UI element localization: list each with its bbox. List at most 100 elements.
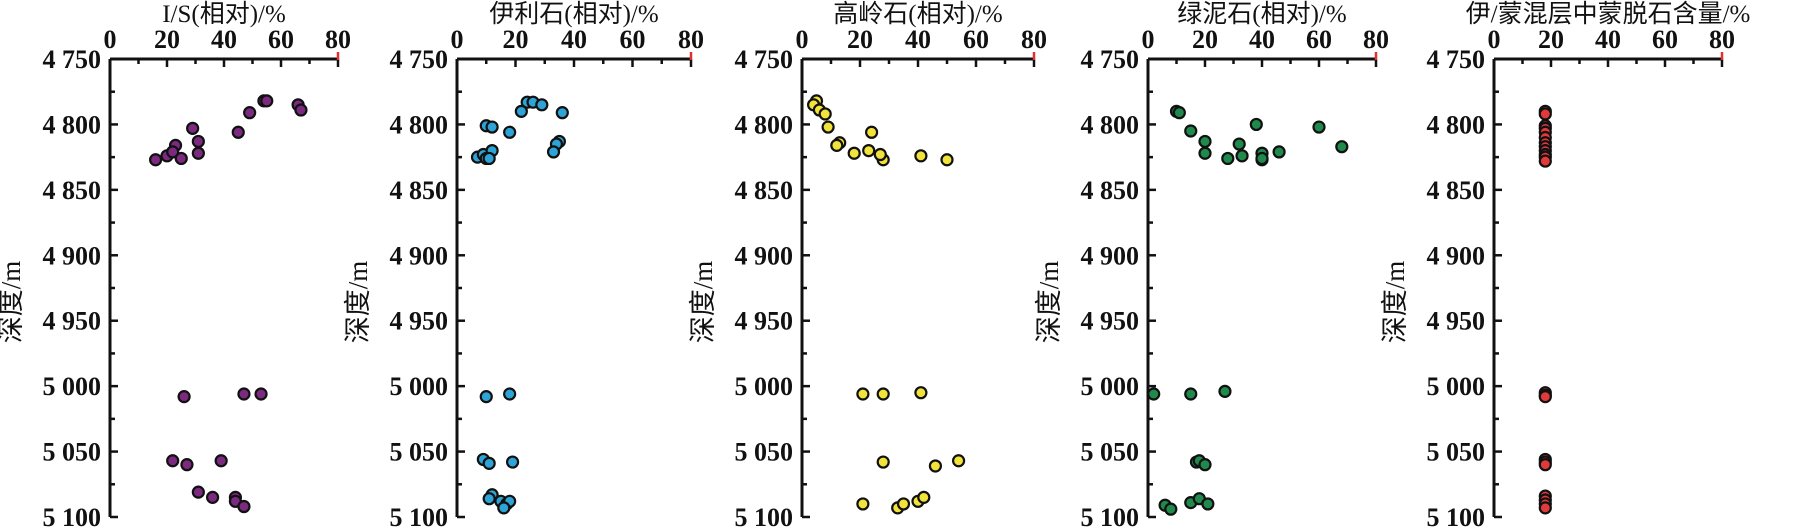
- panel-5-x-tick-label: 60: [1652, 25, 1678, 54]
- panel-2-data-point: [555, 106, 569, 120]
- panel-4-x-tick-label: 20: [1192, 25, 1218, 54]
- panel-3-y-tick-label: 4 900: [735, 241, 794, 270]
- panel-2-y-axis-label: 深度/m: [343, 261, 373, 344]
- panel-2-x-tick-label: 80: [678, 25, 704, 54]
- panel-4-y-tick-label: 5 050: [1081, 438, 1140, 467]
- panel-3-x-tick-label: 80: [1021, 25, 1047, 54]
- panel-3-data-point: [896, 497, 911, 511]
- panel-1-data-point: [206, 490, 220, 504]
- panel-4-y-axis-label: 深度/m: [1034, 261, 1064, 344]
- panel-5-data-point: [1538, 458, 1552, 472]
- panel-5-data-point: [1538, 390, 1552, 404]
- panel-3-data-point: [830, 138, 844, 152]
- panel-1-x-tick-label: 60: [268, 25, 294, 54]
- panel-5-y-tick-label: 5 100: [1427, 503, 1486, 527]
- panel-4-y-tick-label: 4 800: [1081, 110, 1140, 139]
- panel-1-x-tick-label: 0: [104, 25, 117, 54]
- panel-1-data-point: [149, 153, 163, 167]
- panel-1-data-point: [191, 146, 205, 160]
- panel-2-data-point: [503, 387, 517, 401]
- panel-1-y-tick-label: 4 900: [43, 241, 102, 270]
- panel-3-x-tick-label: 40: [905, 25, 931, 54]
- panel-3-data-point: [856, 497, 870, 511]
- panel-4-y-tick-label: 4 900: [1081, 241, 1140, 270]
- panel-5-y-tick-label: 4 750: [1427, 45, 1486, 74]
- panel-3-y-tick-label: 4 850: [735, 176, 794, 205]
- panel-4-data-point: [1184, 387, 1198, 401]
- panel-4-y-tick-label: 4 750: [1081, 45, 1140, 74]
- panel-1-y-tick-label: 4 750: [43, 45, 102, 74]
- panel-1-data-point: [237, 499, 251, 514]
- panel-4-data-point: [1221, 151, 1235, 166]
- panel-3-y-tick-label: 5 050: [735, 438, 794, 467]
- panel-3-data-point: [847, 146, 861, 160]
- panel-1-y-tick-label: 4 800: [43, 110, 102, 139]
- panel-4-x-tick-label: 60: [1306, 25, 1332, 54]
- panel-2-data-point: [505, 455, 520, 469]
- panel-5-title: 伊/蒙混层中蒙脱石含量/%: [1466, 0, 1751, 28]
- panel-4-data-point: [1147, 387, 1161, 401]
- panel-4-data-point: [1198, 146, 1212, 160]
- panel-3-data-point: [873, 147, 887, 162]
- panel-3-data-point: [856, 387, 870, 401]
- panel-4-y-tick-label: 5 000: [1081, 372, 1140, 401]
- panel-3-data-point: [914, 149, 928, 163]
- panel-3-y-tick-label: 4 800: [735, 110, 794, 139]
- panel-3-data-point: [914, 386, 928, 400]
- panel-5-y-tick-label: 4 950: [1427, 307, 1486, 336]
- panel-1-data-point: [254, 387, 268, 401]
- panel-4-title: 绿泥石(相对)/%: [1177, 0, 1346, 28]
- panel-2-data-point: [482, 151, 496, 166]
- panel-3-data-point: [876, 387, 890, 401]
- panel-4-x-tick-label: 0: [1142, 25, 1155, 54]
- panel-1-y-tick-label: 4 950: [43, 307, 102, 336]
- panel-4-data-point: [1335, 140, 1349, 154]
- panel-4-data-point: [1184, 124, 1198, 138]
- panel-4-data-point: [1172, 106, 1186, 120]
- panel-3-y-tick-label: 4 750: [735, 45, 794, 74]
- panel-3-y-axis-label: 深度/m: [688, 261, 718, 344]
- panel-2-x-tick-label: 20: [503, 25, 529, 54]
- panel-4-x-tick-label: 80: [1363, 25, 1389, 54]
- panel-2-y-tick-label: 4 850: [390, 176, 449, 205]
- panel-1-data-point: [214, 454, 228, 468]
- panel-4-data-point: [1232, 137, 1246, 151]
- panel-4-y-tick-label: 4 950: [1081, 307, 1140, 336]
- panel-1-data-point: [243, 106, 257, 120]
- panel-3-data-point: [864, 125, 879, 139]
- panel-5-y-axis-label: 深度/m: [1380, 261, 1410, 344]
- panel-4-data-point: [1201, 497, 1215, 511]
- panel-2-data-point: [535, 98, 549, 112]
- panel-3-y-tick-label: 5 000: [735, 372, 794, 401]
- panel-1-data-point: [177, 390, 191, 404]
- panel-3-x-tick-label: 0: [796, 25, 809, 54]
- panel-2-y-tick-label: 4 900: [390, 241, 449, 270]
- panel-2-data-point: [482, 492, 496, 506]
- panel-1-data-point: [174, 151, 188, 166]
- panel-3-data-point: [917, 490, 931, 504]
- panel-4-data-point: [1198, 134, 1212, 149]
- panel-5-y-tick-label: 4 850: [1427, 176, 1486, 205]
- panel-4-data-point: [1218, 384, 1232, 398]
- panel-3-y-tick-label: 5 100: [735, 503, 794, 527]
- panel-5-x-tick-label: 40: [1595, 25, 1621, 54]
- panel-4-x-tick-label: 40: [1249, 25, 1275, 54]
- panel-2-x-tick-label: 40: [561, 25, 587, 54]
- panel-5-x-tick-label: 20: [1538, 25, 1564, 54]
- panel-4-data-point: [1164, 502, 1178, 516]
- panel-2-title: 伊利石(相对)/%: [489, 0, 658, 28]
- panel-1-data-point: [180, 458, 194, 472]
- panel-1-x-tick-label: 80: [325, 25, 351, 54]
- panel-1-data-point: [186, 121, 200, 135]
- panel-3-data-point: [940, 153, 954, 167]
- panel-3-data-point: [928, 459, 943, 473]
- panel-2-x-tick-label: 60: [620, 25, 646, 54]
- panel-1-data-point: [191, 485, 205, 499]
- panel-2-data-point: [482, 456, 496, 470]
- panel-5-y-tick-label: 4 900: [1427, 241, 1486, 270]
- panel-2-y-tick-label: 5 050: [390, 438, 449, 467]
- panel-1-y-tick-label: 4 850: [43, 176, 102, 205]
- panel-5-x-tick-label: 0: [1488, 25, 1501, 54]
